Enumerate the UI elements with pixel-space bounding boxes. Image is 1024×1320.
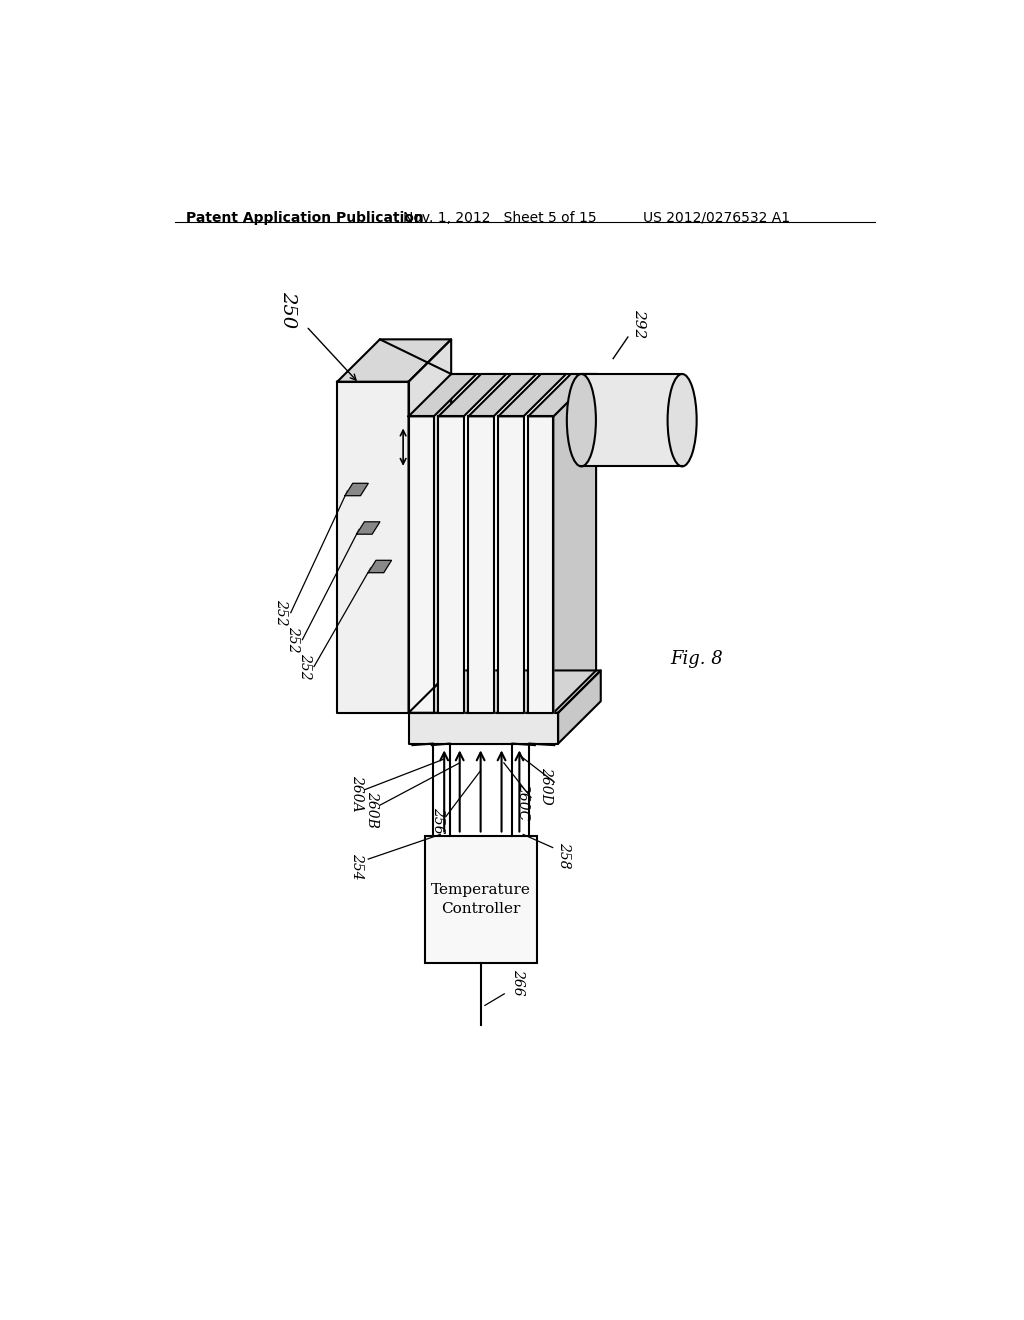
Polygon shape xyxy=(468,416,494,713)
Polygon shape xyxy=(409,671,601,713)
Text: 256: 256 xyxy=(431,808,445,834)
Text: Temperature: Temperature xyxy=(431,883,531,898)
Text: 252: 252 xyxy=(298,653,311,680)
Polygon shape xyxy=(337,381,409,713)
Polygon shape xyxy=(438,374,506,416)
Text: Fig. 8: Fig. 8 xyxy=(671,649,723,668)
Text: 254: 254 xyxy=(349,854,364,880)
Ellipse shape xyxy=(567,374,596,466)
Text: 252: 252 xyxy=(286,626,300,653)
Text: 260A: 260A xyxy=(349,775,364,812)
Text: 260B: 260B xyxy=(366,791,379,828)
Text: 292: 292 xyxy=(633,309,646,338)
Polygon shape xyxy=(499,374,566,416)
Text: Nov. 1, 2012   Sheet 5 of 15: Nov. 1, 2012 Sheet 5 of 15 xyxy=(403,211,597,224)
Text: 252: 252 xyxy=(274,599,289,626)
Polygon shape xyxy=(337,339,452,381)
Text: 260C: 260C xyxy=(516,783,530,820)
Bar xyxy=(582,374,682,466)
Polygon shape xyxy=(369,561,391,573)
Polygon shape xyxy=(409,416,434,713)
Text: 250: 250 xyxy=(280,290,297,327)
Polygon shape xyxy=(558,671,601,743)
Polygon shape xyxy=(409,339,452,713)
Text: 258: 258 xyxy=(557,842,571,869)
Text: Controller: Controller xyxy=(441,902,520,916)
Polygon shape xyxy=(438,416,464,713)
Text: US 2012/0276532 A1: US 2012/0276532 A1 xyxy=(643,211,791,224)
Ellipse shape xyxy=(668,374,696,466)
Polygon shape xyxy=(468,374,537,416)
Polygon shape xyxy=(499,416,523,713)
Polygon shape xyxy=(409,713,558,743)
Text: Patent Application Publication: Patent Application Publication xyxy=(186,211,424,224)
Text: 260D: 260D xyxy=(540,767,554,805)
Text: 266: 266 xyxy=(511,969,525,995)
Polygon shape xyxy=(528,374,596,416)
Polygon shape xyxy=(554,374,596,713)
Polygon shape xyxy=(528,416,554,713)
Polygon shape xyxy=(345,483,369,496)
Bar xyxy=(425,836,538,964)
Polygon shape xyxy=(356,521,380,535)
Polygon shape xyxy=(409,374,476,416)
